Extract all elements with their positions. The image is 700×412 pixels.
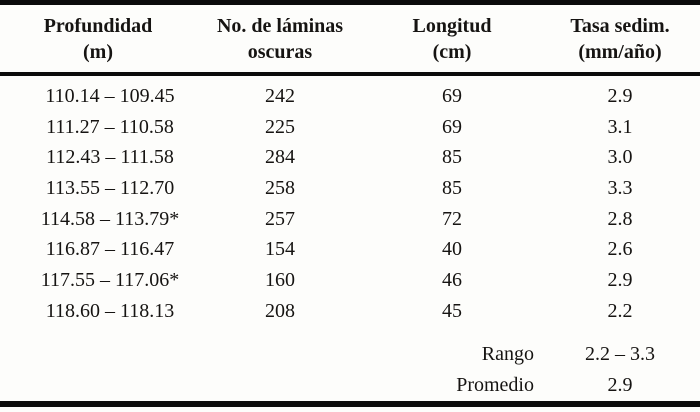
cell-profundidad: 111.27 – 110.58 (46, 115, 174, 138)
cell-longitud: 45 (442, 299, 462, 322)
cell-longitud: 85 (442, 177, 462, 200)
cell-profundidad: 110.14 – 109.45 (45, 85, 175, 107)
column-header-tasa-sedim: Tasa sedim. (mm/año) (540, 13, 700, 65)
cell-profundidad: 112.43 – 111.58 (46, 146, 174, 169)
cell-laminas-oscuras: 258 (265, 177, 295, 200)
cell-laminas-oscuras: 284 (265, 146, 295, 169)
column-header-longitud: Longitud (cm) (364, 13, 540, 65)
summary-row: Promedio 2.9 (0, 370, 700, 401)
column-header-title: No. de láminas (216, 14, 344, 37)
cell-tasa-sedim: 2.9 (607, 269, 633, 292)
cell-tasa-sedim: 2.8 (607, 207, 633, 230)
column-header-title: Tasa sedim. (570, 14, 670, 37)
table-top-rule (0, 0, 700, 5)
table-bottom-rule (0, 400, 700, 407)
cell-longitud: 40 (442, 238, 462, 261)
column-header-unit: oscuras (247, 40, 313, 63)
cell-tasa-sedim: 2.9 (607, 85, 633, 107)
cell-profundidad: 118.60 – 118.13 (45, 299, 175, 322)
table-row: 111.27 – 110.58 225 69 3.1 (0, 112, 700, 143)
column-header-unit: (cm) (432, 40, 472, 63)
table-body: 110.14 – 109.45 242 69 2.9 111.27 – 110.58 22… (0, 76, 700, 327)
cell-longitud: 69 (442, 85, 462, 107)
summary-value: 2.2 – 3.3 (585, 342, 655, 365)
cell-profundidad: 117.55 – 117.06* (40, 269, 180, 292)
cell-profundidad: 114.58 – 113.79* (40, 207, 180, 230)
column-header-title: Profundidad (43, 14, 153, 37)
table-row: 112.43 – 111.58 284 85 3.0 (0, 142, 700, 173)
cell-profundidad: 113.55 – 112.70 (45, 177, 175, 200)
header-separator-rule (0, 72, 700, 76)
table-row: 116.87 – 116.47 154 40 2.6 (0, 234, 700, 265)
column-header-unit: (m) (83, 40, 113, 63)
cell-tasa-sedim: 2.6 (607, 238, 633, 261)
cell-tasa-sedim: 3.3 (607, 177, 633, 200)
table-header-row: Profundidad (m) No. de láminas oscuras L… (0, 5, 700, 72)
cell-laminas-oscuras: 257 (265, 207, 295, 230)
summary-label: Rango (481, 342, 534, 365)
summary-row: Rango 2.2 – 3.3 (0, 339, 700, 370)
cell-tasa-sedim: 3.0 (607, 146, 633, 169)
cell-laminas-oscuras: 225 (265, 115, 295, 138)
summary-value: 2.9 (607, 373, 633, 396)
column-header-unit: (mm/año) (578, 40, 662, 63)
cell-tasa-sedim: 2.2 (607, 299, 633, 322)
cell-longitud: 46 (442, 269, 462, 292)
summary-label: Promedio (456, 373, 534, 396)
table-row: 118.60 – 118.13 208 45 2.2 (0, 296, 700, 327)
cell-laminas-oscuras: 160 (265, 269, 295, 292)
cell-laminas-oscuras: 242 (265, 85, 295, 107)
cell-longitud: 69 (442, 115, 462, 138)
cell-tasa-sedim: 3.1 (607, 115, 633, 138)
table-row: 110.14 – 109.45 242 69 2.9 (0, 81, 700, 112)
table-summary-section: Rango 2.2 – 3.3 Promedio 2.9 (0, 339, 700, 401)
table-row: 114.58 – 113.79* 257 72 2.8 (0, 204, 700, 235)
column-header-laminas-oscuras: No. de láminas oscuras (196, 13, 364, 65)
cell-longitud: 72 (442, 207, 462, 230)
cell-laminas-oscuras: 208 (265, 299, 295, 322)
cell-laminas-oscuras: 154 (265, 238, 295, 261)
table-row: 117.55 – 117.06* 160 46 2.9 (0, 265, 700, 296)
table-row: 113.55 – 112.70 258 85 3.3 (0, 173, 700, 204)
cell-longitud: 85 (442, 146, 462, 169)
column-header-profundidad: Profundidad (m) (0, 13, 196, 65)
cell-profundidad: 116.87 – 116.47 (45, 238, 175, 261)
column-header-title: Longitud (412, 14, 492, 37)
